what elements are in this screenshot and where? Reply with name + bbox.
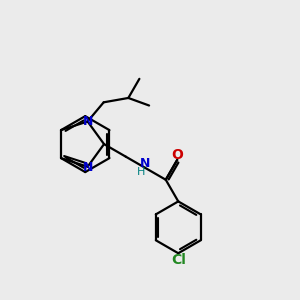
Text: N: N <box>83 115 93 128</box>
Text: N: N <box>140 157 150 170</box>
Text: O: O <box>171 148 183 162</box>
Text: H: H <box>137 167 146 177</box>
Text: Cl: Cl <box>171 253 186 267</box>
Text: N: N <box>82 161 93 174</box>
